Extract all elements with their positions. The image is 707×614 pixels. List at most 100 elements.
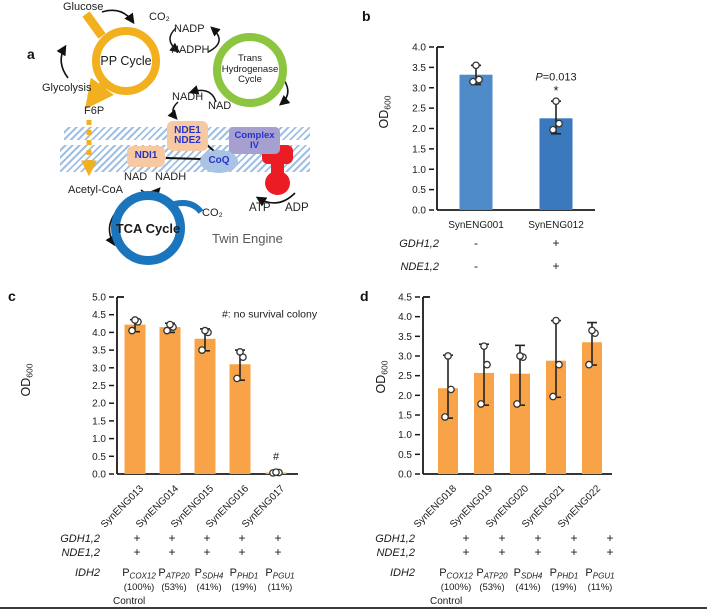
genotype-value: +	[274, 531, 281, 545]
data-point	[131, 316, 139, 324]
bar-SynENG020	[510, 373, 530, 474]
data-point	[441, 413, 449, 421]
bar-SynENG019	[474, 372, 494, 474]
promoter-strength: (100%)	[441, 582, 472, 593]
y-tick-label: 3.5	[398, 332, 412, 343]
ndi1-box: NDI1	[127, 146, 165, 167]
promoter-strength: (19%)	[551, 582, 576, 593]
atp-label: ATP	[249, 202, 271, 214]
y-tick-label: 4.5	[398, 293, 412, 304]
promoter-strength: (41%)	[515, 582, 540, 593]
genotype-value: +	[534, 545, 541, 559]
promoter-label: PPHD1	[230, 567, 259, 581]
acetyl-coa-label: Acetyl-CoA	[68, 184, 124, 196]
genotype-value: +	[462, 545, 469, 559]
promoter-label: PPGU1	[265, 567, 294, 581]
data-point	[480, 342, 488, 351]
nde-box: NDE1 NDE2	[167, 121, 208, 151]
data-point	[272, 468, 280, 477]
y-axis-label: OD600	[19, 363, 35, 396]
y-tick-label: 1.0	[92, 434, 106, 445]
promoter-label: PPHD1	[550, 567, 579, 581]
y-tick-label: 4.0	[412, 43, 426, 54]
data-point	[552, 316, 560, 325]
y-tick-label: 3.0	[398, 352, 412, 363]
tca-cycle-label: TCA Cycle	[115, 220, 181, 236]
y-tick-label: 0.0	[412, 206, 426, 217]
y-tick-label: 0.5	[412, 185, 426, 196]
data-point	[516, 352, 524, 360]
genotype-value: +	[274, 545, 281, 559]
nadh-tca-label: NADH	[155, 171, 187, 183]
y-tick-label: 2.5	[398, 371, 412, 382]
nadph-label: NADPH	[171, 44, 210, 56]
y-tick-label: 3.5	[412, 63, 426, 74]
co2-top-label: CO₂	[149, 11, 170, 23]
promoter-label: PATP20	[158, 567, 190, 581]
panel-b-letter: b	[362, 8, 371, 24]
promoter-strength: (53%)	[479, 582, 504, 593]
x-category-label: SynENG012	[528, 220, 584, 231]
y-tick-label: 2.5	[92, 381, 106, 392]
data-point	[549, 392, 557, 401]
y-tick-label: 3.5	[92, 346, 106, 357]
data-point	[513, 400, 521, 408]
nadp-label: NADP	[174, 23, 205, 35]
data-point	[585, 360, 593, 369]
glucose-arrow	[101, 9, 135, 25]
y-tick-label: 3.0	[92, 363, 106, 374]
y-tick-label: 1.0	[398, 430, 412, 441]
y-tick-label: 1.5	[92, 416, 106, 427]
panel-a-letter: a	[27, 46, 35, 62]
y-tick-label: 0.5	[398, 450, 412, 461]
promoter-note: Control	[430, 596, 462, 607]
genotype-row-label: IDH2	[75, 567, 100, 579]
co2-tca-label: CO₂	[202, 207, 223, 219]
promoter-strength: (100%)	[124, 582, 155, 593]
promoter-label: PATP20	[476, 567, 508, 581]
data-point	[483, 360, 491, 369]
glycolysis-label: Glycolysis	[42, 82, 92, 94]
bar-SynENG021	[546, 360, 566, 474]
bar-SynENG014	[159, 327, 181, 474]
bar-SynENG001	[459, 74, 493, 211]
genotype-row-label: GDH1,2	[60, 533, 100, 545]
bar-SynENG015	[194, 338, 216, 474]
data-point	[555, 119, 563, 128]
y-tick-label: 3.0	[412, 83, 426, 94]
annotation: #: no survival colony	[222, 309, 318, 321]
adp-label: ADP	[285, 202, 309, 214]
promoter-strength: (41%)	[196, 582, 221, 593]
genotype-value: +	[238, 545, 245, 559]
data-point	[477, 400, 485, 408]
y-tick-label: 2.0	[398, 391, 412, 402]
nad-mid-label: NAD	[208, 100, 232, 112]
pp-cycle-label: PP Cycle	[100, 54, 152, 68]
data-point	[444, 352, 452, 360]
bar-SynENG013	[124, 324, 146, 474]
data-point	[552, 97, 560, 106]
promoter-strength: (53%)	[161, 582, 186, 593]
data-point	[198, 346, 206, 354]
genotype-row-label: NDE1,2	[61, 547, 100, 559]
genotype-row-label: NDE1,2	[400, 261, 439, 273]
genotype-value: +	[570, 531, 577, 545]
glucose-label: Glucose	[63, 1, 104, 13]
f6p-label: F6P	[84, 105, 105, 117]
genotype-value: +	[570, 545, 577, 559]
promoter-label: PSDH4	[195, 567, 224, 581]
tca-cycle-ring	[111, 191, 185, 265]
promoter-strength: (11%)	[268, 582, 293, 593]
y-tick-label: 5.0	[92, 293, 106, 304]
chart-panel-d: 0.00.51.01.52.02.53.03.54.04.5OD600SynEN…	[374, 293, 615, 608]
promoter-strength: (19%)	[231, 582, 256, 593]
pp-cycle-direction-arrow	[56, 44, 69, 79]
y-tick-label: 0.0	[398, 470, 412, 481]
genotype-value: +	[606, 545, 613, 559]
genotype-row-label: GDH1,2	[399, 238, 439, 250]
y-tick-label: 1.5	[412, 144, 426, 155]
x-category-label: SynENG001	[448, 220, 504, 231]
data-point	[236, 348, 244, 356]
y-tick-label: 1.0	[412, 165, 426, 176]
